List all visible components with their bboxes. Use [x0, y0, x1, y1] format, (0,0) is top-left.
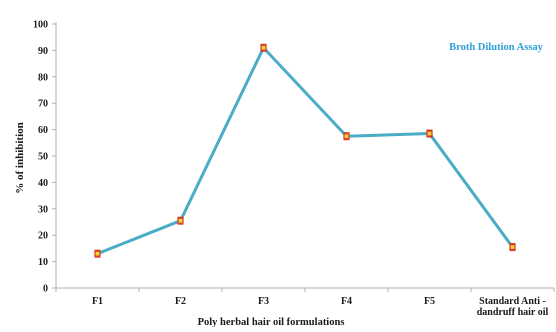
y-tick-label: 10 [38, 257, 48, 268]
y-tick-label: 80 [38, 72, 48, 83]
y-tick-label: 100 [33, 20, 48, 31]
x-tick-label: F5 [424, 296, 435, 307]
y-tick-label: 0 [43, 284, 48, 295]
data-point [426, 130, 433, 137]
series-markers [94, 43, 516, 258]
x-axis: F1 F2 F3 F4 F5 Standard Anti -dandruff hair o… [55, 287, 555, 318]
data-point [177, 217, 184, 224]
data-point [509, 243, 516, 251]
series-line-path [96, 46, 514, 256]
x-axis-title: Poly herbal hair oil formulations [198, 317, 345, 327]
x-tick-label: F4 [341, 296, 352, 307]
y-tick-label: 70 [38, 99, 48, 110]
legend-label: Broth Dilution Assay [449, 42, 543, 53]
y-tick-label: 40 [38, 178, 48, 189]
x-tick-label: F2 [175, 296, 186, 307]
y-axis-title: % of inhibition [14, 122, 26, 194]
x-tick-label: Standard Anti -dandruff hair oil [477, 296, 549, 318]
y-axis: 0 10 20 30 40 50 60 70 80 90 100 [33, 20, 57, 295]
y-tick-label: 90 [38, 46, 48, 57]
series-line [96, 46, 514, 256]
y-tick-label: 30 [38, 204, 48, 215]
data-point [343, 133, 350, 140]
x-tick-label: F3 [258, 296, 269, 307]
y-tick-label: 20 [38, 231, 48, 242]
x-tick-label: F1 [92, 296, 103, 307]
y-tick-label: 50 [38, 152, 48, 163]
y-tick-label: 60 [38, 125, 48, 136]
data-point [94, 250, 101, 257]
data-point [260, 44, 267, 51]
